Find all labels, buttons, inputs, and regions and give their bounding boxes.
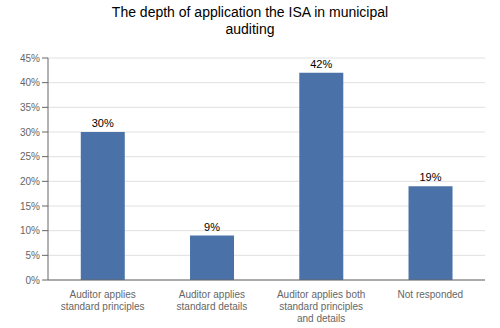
svg-text:Auditor appliesstandard detail: Auditor appliesstandard details	[177, 289, 248, 312]
svg-text:35%: 35%	[20, 102, 40, 113]
svg-text:0%: 0%	[26, 275, 41, 286]
svg-text:Auditor appliesstandard princi: Auditor appliesstandard principles	[61, 289, 145, 312]
svg-text:9%: 9%	[204, 221, 220, 233]
svg-text:25%: 25%	[20, 151, 40, 162]
svg-text:10%: 10%	[20, 225, 40, 236]
svg-text:45%: 45%	[20, 53, 40, 64]
svg-text:20%: 20%	[20, 176, 40, 187]
html-text:auditing: auditing	[225, 21, 275, 37]
svg-text:5%: 5%	[26, 250, 41, 261]
html-text:The depth of application the I: The depth of application the ISA in muni…	[111, 4, 389, 20]
svg-text:30%: 30%	[92, 117, 114, 129]
svg-text:Auditor applies bothstandard p: Auditor applies bothstandard principlesa…	[277, 289, 365, 324]
svg-text:19%: 19%	[420, 171, 442, 183]
svg-text:40%: 40%	[20, 77, 40, 88]
svg-text:15%: 15%	[20, 201, 40, 212]
svg-text:42%: 42%	[310, 58, 332, 70]
svg-text:Not responded: Not responded	[398, 289, 464, 300]
svg-text:30%: 30%	[20, 127, 40, 138]
